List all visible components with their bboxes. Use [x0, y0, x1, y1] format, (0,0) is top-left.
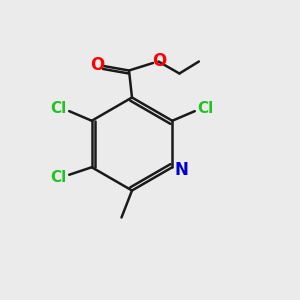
Text: Cl: Cl	[51, 170, 67, 185]
Text: N: N	[174, 161, 188, 179]
Text: Cl: Cl	[51, 101, 67, 116]
Text: Cl: Cl	[197, 101, 213, 116]
Text: O: O	[90, 56, 104, 74]
Text: O: O	[152, 52, 167, 70]
